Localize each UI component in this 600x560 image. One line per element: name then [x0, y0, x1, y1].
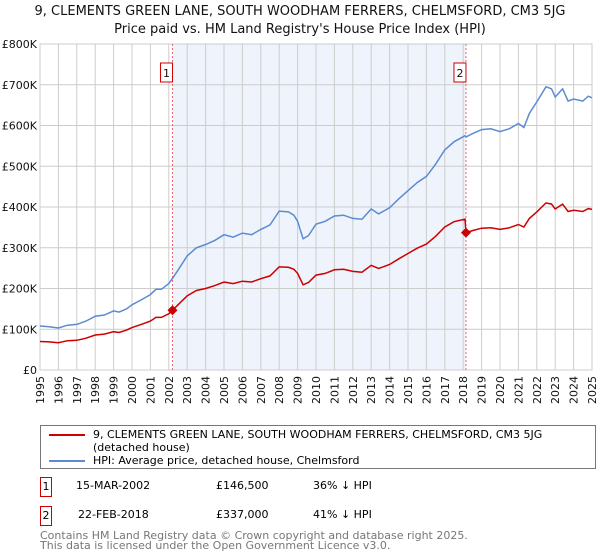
- x-tick-label: 1996: [52, 376, 65, 404]
- y-tick-label: £500K: [2, 160, 38, 173]
- x-tick-label: 2003: [181, 376, 194, 404]
- chart-subtitle: Price paid vs. HM Land Registry's House …: [114, 22, 486, 37]
- x-tick-label: 2008: [273, 376, 286, 404]
- x-tick-label: 2020: [494, 376, 507, 404]
- sale-price: £337,000: [216, 508, 269, 521]
- legend-swatch-red: [49, 434, 85, 436]
- property-price-line: [39, 202, 593, 344]
- x-tick-label: 1997: [71, 376, 84, 404]
- sale-date: 15-MAR-2002: [76, 479, 151, 492]
- x-tick-label: 2015: [402, 376, 415, 404]
- x-tick-label: 2005: [218, 376, 231, 404]
- legend-label: 9, CLEMENTS GREEN LANE, SOUTH WOODHAM FE…: [93, 428, 543, 454]
- y-tick-label: £800K: [2, 38, 38, 51]
- x-tick-label: 2010: [310, 376, 323, 404]
- x-tick-label: 1999: [108, 376, 121, 404]
- x-tick-label: 2023: [549, 376, 562, 404]
- legend-swatch-blue: [49, 460, 85, 462]
- y-tick-label: £100K: [2, 323, 38, 336]
- plot-border: [39, 43, 593, 371]
- x-tick-label: 2000: [126, 376, 139, 404]
- sale-marker-box: [453, 62, 467, 83]
- x-tick-label: 2007: [255, 376, 268, 404]
- x-tick-label: 2017: [439, 376, 452, 404]
- x-tick-label: 2009: [292, 376, 305, 404]
- sale-marker-box: [159, 62, 173, 83]
- y-tick-label: £200K: [2, 283, 38, 296]
- x-tick-label: 2013: [365, 376, 378, 404]
- sale-delta: 41% ↓ HPI: [313, 508, 372, 521]
- chart-title: 9, CLEMENTS GREEN LANE, SOUTH WOODHAM FE…: [34, 4, 566, 19]
- sale-marker-label: 2: [456, 67, 463, 80]
- sale-point: [460, 227, 471, 238]
- x-tick-label: 2018: [457, 376, 470, 404]
- footer-copyright: Contains HM Land Registry data © Crown c…: [40, 529, 468, 542]
- x-tick-label: 1998: [89, 376, 102, 404]
- x-tick-label: 2002: [163, 376, 176, 404]
- sale-badge: 1: [40, 477, 52, 497]
- footer-licence: This data is licensed under the Open Gov…: [40, 539, 391, 552]
- sale-badge: 2: [40, 506, 52, 526]
- legend-item-hpi: HPI: Average price, detached house, Chel…: [49, 454, 589, 467]
- y-tick-label: £700K: [2, 79, 38, 92]
- legend-label: HPI: Average price, detached house, Chel…: [93, 454, 360, 467]
- x-tick-label: 2001: [144, 376, 157, 404]
- footer: Contains HM Land Registry data © Crown c…: [40, 529, 468, 552]
- x-tick-label: 2014: [384, 376, 397, 404]
- sale-delta: 36% ↓ HPI: [313, 479, 372, 492]
- x-tick-label: 2022: [531, 376, 544, 404]
- price-chart: 1995 1996 1997 1998 1999 2000 2001 2002 2003 2004…: [2, 38, 599, 404]
- y-tick-label: £300K: [2, 242, 38, 255]
- y-tick-label: £600K: [2, 120, 38, 133]
- x-tick-label: 2021: [512, 376, 525, 404]
- sale-point: [167, 305, 178, 316]
- x-tick-label: 2011: [328, 376, 341, 404]
- legend: 9, CLEMENTS GREEN LANE, SOUTH WOODHAM FE…: [40, 425, 596, 469]
- x-tick-label: 2012: [347, 376, 360, 404]
- y-tick-label: £400K: [2, 201, 38, 214]
- sale-price: £146,500: [216, 479, 269, 492]
- x-tick-label: 2016: [420, 376, 433, 404]
- x-tick-label: 2019: [476, 376, 489, 404]
- y-tick-label: £0: [23, 364, 37, 377]
- x-tick-label: 2006: [236, 376, 249, 404]
- hpi-line: [39, 85, 593, 329]
- x-tick-label: 2025: [586, 376, 599, 404]
- x-tick-label: 2024: [568, 376, 581, 404]
- x-tick-label: 1995: [34, 376, 47, 404]
- sale-marker-label: 1: [163, 67, 170, 80]
- x-tick-label: 2004: [200, 376, 213, 404]
- legend-item-property: 9, CLEMENTS GREEN LANE, SOUTH WOODHAM FE…: [49, 428, 589, 454]
- sale-date: 22-FEB-2018: [78, 508, 149, 521]
